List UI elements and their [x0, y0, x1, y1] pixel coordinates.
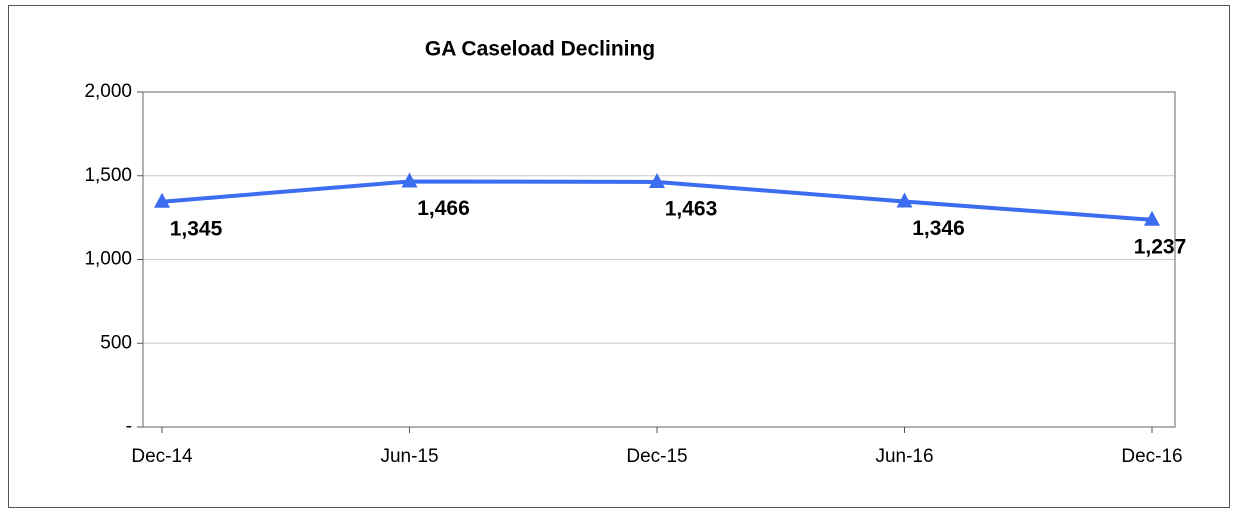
y-tick-label: 500	[100, 332, 132, 353]
x-tick-label: Dec-15	[626, 446, 687, 467]
x-tick-label: Dec-16	[1121, 446, 1182, 467]
data-label: 1,466	[417, 197, 470, 220]
marker	[1144, 210, 1160, 226]
chart-border	[8, 5, 1230, 508]
chart-title: GA Caseload Declining	[425, 38, 655, 61]
y-tick-label: 1,500	[84, 165, 132, 186]
x-tick-label: Dec-14	[131, 446, 193, 467]
plot-area	[142, 91, 1176, 428]
y-tick-label: 1,000	[84, 249, 132, 270]
marker	[896, 192, 913, 208]
data-label: 1,346	[912, 217, 965, 240]
data-label: 1,345	[170, 217, 223, 240]
x-tick-label: Jun-16	[875, 446, 933, 467]
y-tick-label: -	[126, 416, 132, 437]
marker	[649, 172, 665, 188]
x-tick-label: Jun-15	[380, 446, 438, 467]
marker	[154, 192, 170, 208]
data-label: 1,237	[1134, 235, 1187, 258]
y-tick-label: 2,000	[84, 81, 132, 102]
data-label: 1,463	[665, 197, 718, 220]
marker	[401, 172, 418, 188]
